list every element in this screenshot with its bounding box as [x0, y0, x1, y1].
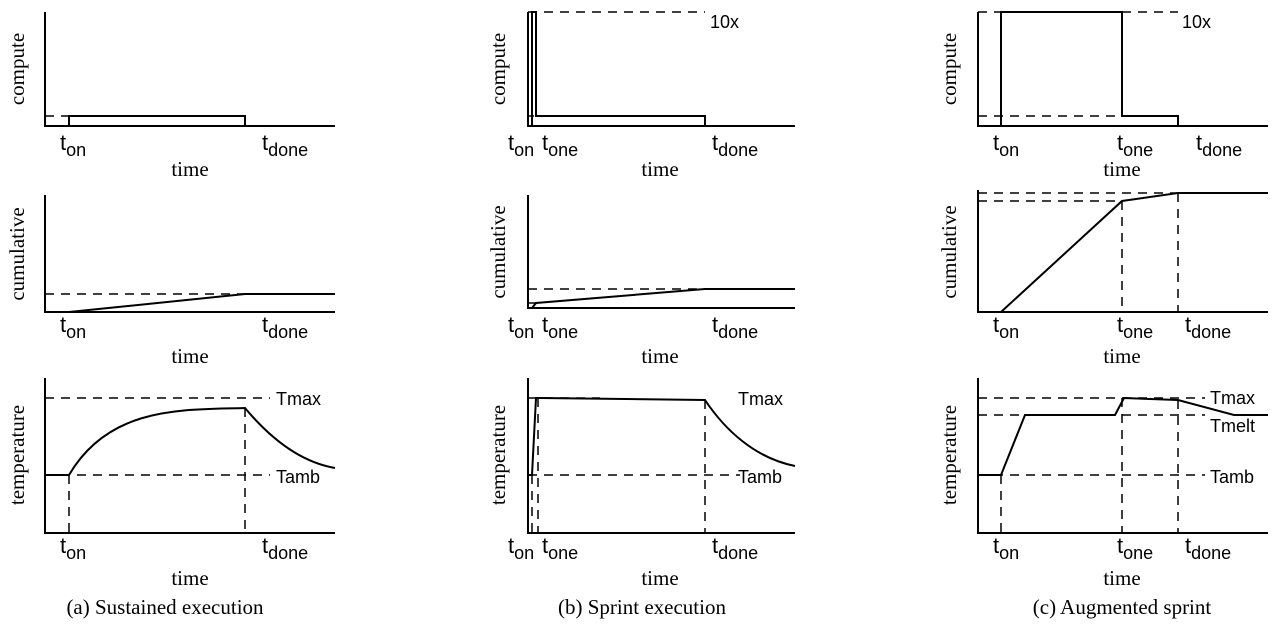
panel-b-temperature-tone: tone	[542, 533, 578, 563]
panel-b-cumulative-tdone: tdone	[712, 312, 758, 342]
panel-b: 10x compute ton tone tdone time cumulati…	[486, 11, 796, 619]
panel-c-temperature-plot: Tmax Tmelt Tamb temperature ton tone tdo…	[937, 378, 1268, 590]
panel-b-temperature-xlabel: time	[641, 566, 678, 590]
panel-b-compute-tdone: tdone	[712, 130, 758, 160]
panel-b-temperature-ton: ton	[508, 533, 534, 563]
panel-c-compute-tone: tone	[1117, 130, 1153, 160]
panel-b-cumulative-axes	[527, 195, 795, 309]
panel-b-cumulative-curve	[531, 288, 795, 309]
panel-a-compute-tdone: tdone	[262, 130, 308, 160]
panel-b-cumulative-tone: tone	[542, 312, 578, 342]
panel-b-compute-ylabel: compute	[486, 33, 510, 105]
panel-c-compute-xlabel: time	[1103, 157, 1140, 181]
panel-a-tamb-label: Tamb	[276, 467, 320, 487]
panel-a-temperature-ylabel: temperature	[5, 405, 29, 505]
panel-c-caption: (c) Augmented sprint	[1033, 595, 1212, 619]
panel-a-compute-ton: ton	[60, 130, 86, 160]
panel-b-compute-xlabel: time	[641, 157, 678, 181]
panel-c-compute-ylabel: compute	[937, 33, 961, 105]
panel-b-caption: (b) Sprint execution	[558, 595, 726, 619]
panel-b-cumulative-plot: cumulative ton tone tdone time	[486, 195, 795, 368]
panel-a-temperature-plot: Tmax Tamb temperature ton tdone time	[5, 378, 336, 590]
panel-b-compute-axes	[527, 12, 795, 127]
panel-b-tamb-label: Tamb	[738, 467, 782, 487]
panel-c-tmax-label: Tmax	[1210, 388, 1255, 408]
panel-a-compute-xlabel: time	[171, 157, 208, 181]
panel-a: compute ton tdone time cumulative ton td…	[5, 12, 336, 619]
panel-a-tmax-label: Tmax	[276, 389, 321, 409]
panel-c-compute-plot: 10x compute ton tone tdone time	[937, 11, 1268, 181]
panel-a-temperature-curve	[45, 406, 336, 476]
panel-c-cumulative-ylabel: cumulative	[937, 205, 961, 298]
panel-c-compute-ton: ton	[993, 130, 1019, 160]
panel-a-temperature-axes	[44, 378, 335, 534]
panel-b-compute-plot: 10x compute ton tone tdone time	[486, 11, 795, 181]
panel-a-cumulative-axes	[44, 195, 335, 313]
panel-c-temperature-curve	[978, 396, 1268, 476]
panel-b-temperature-curve	[528, 397, 796, 476]
panel-c-cumulative-curve	[1000, 192, 1268, 313]
panel-b-compute-ton: ton	[508, 130, 534, 160]
panel-a-compute-ylabel: compute	[5, 33, 29, 105]
panel-b-cumulative-xlabel: time	[641, 344, 678, 368]
panel-a-compute-axes	[44, 12, 335, 127]
panel-a-cumulative-plot: cumulative ton tdone time	[5, 195, 335, 368]
panel-a-temperature-tdone: tdone	[262, 533, 308, 563]
panel-c-temperature-ton: ton	[993, 533, 1019, 563]
panel-c-temperature-ylabel: temperature	[937, 405, 961, 505]
panel-a-compute-plot: compute ton tdone time	[5, 12, 335, 181]
panel-c-tamb-label: Tamb	[1210, 467, 1254, 487]
panel-c-tenx-label: 10x	[1182, 12, 1211, 32]
panel-b-cumulative-ton: ton	[508, 312, 534, 342]
panel-b-compute-tone: tone	[542, 130, 578, 160]
panel-c-cumulative-plot: cumulative ton tone tdone time	[937, 190, 1268, 368]
panel-a-caption: (a) Sustained execution	[66, 595, 264, 619]
panel-a-cumulative-ton: ton	[60, 312, 86, 342]
panel-a-temperature-xlabel: time	[171, 566, 208, 590]
panel-c-compute-axes	[977, 12, 1268, 127]
panel-a-cumulative-ylabel: cumulative	[5, 207, 29, 300]
panel-c-cumulative-tdone: tdone	[1185, 312, 1231, 342]
panel-c-temperature-axes	[977, 378, 1268, 534]
panel-a-temperature-ton: ton	[60, 533, 86, 563]
panel-b-tmax-label: Tmax	[738, 389, 783, 409]
panel-c-temperature-tdone: tdone	[1185, 533, 1231, 563]
panel-c-compute-tdone: tdone	[1196, 130, 1242, 160]
panel-c: 10x compute ton tone tdone time cumulati…	[937, 11, 1268, 619]
panel-c-compute-curve	[1000, 11, 1179, 126]
panel-b-cumulative-ylabel: cumulative	[486, 205, 510, 298]
panel-b-temperature-plot: Tmax Tamb temperature ton tone tdone tim…	[486, 378, 796, 590]
panel-c-cumulative-axes	[977, 190, 1268, 313]
panel-c-temperature-tone: tone	[1117, 533, 1153, 563]
panel-c-cumulative-ton: ton	[993, 312, 1019, 342]
panel-a-cumulative-curve	[68, 293, 335, 313]
panel-b-temperature-tdone: tdone	[712, 533, 758, 563]
panel-b-compute-curve	[531, 11, 706, 126]
panel-a-cumulative-xlabel: time	[171, 344, 208, 368]
panel-a-cumulative-tdone: tdone	[262, 312, 308, 342]
panel-c-cumulative-xlabel: time	[1103, 344, 1140, 368]
panel-b-temperature-axes	[527, 378, 795, 534]
panel-b-temperature-ylabel: temperature	[486, 405, 510, 505]
panel-a-compute-curve	[68, 115, 246, 126]
panel-b-tenx-label: 10x	[710, 12, 739, 32]
panel-c-temperature-xlabel: time	[1103, 566, 1140, 590]
panel-c-tmelt-label: Tmelt	[1210, 416, 1255, 436]
panel-c-cumulative-tone: tone	[1117, 312, 1153, 342]
